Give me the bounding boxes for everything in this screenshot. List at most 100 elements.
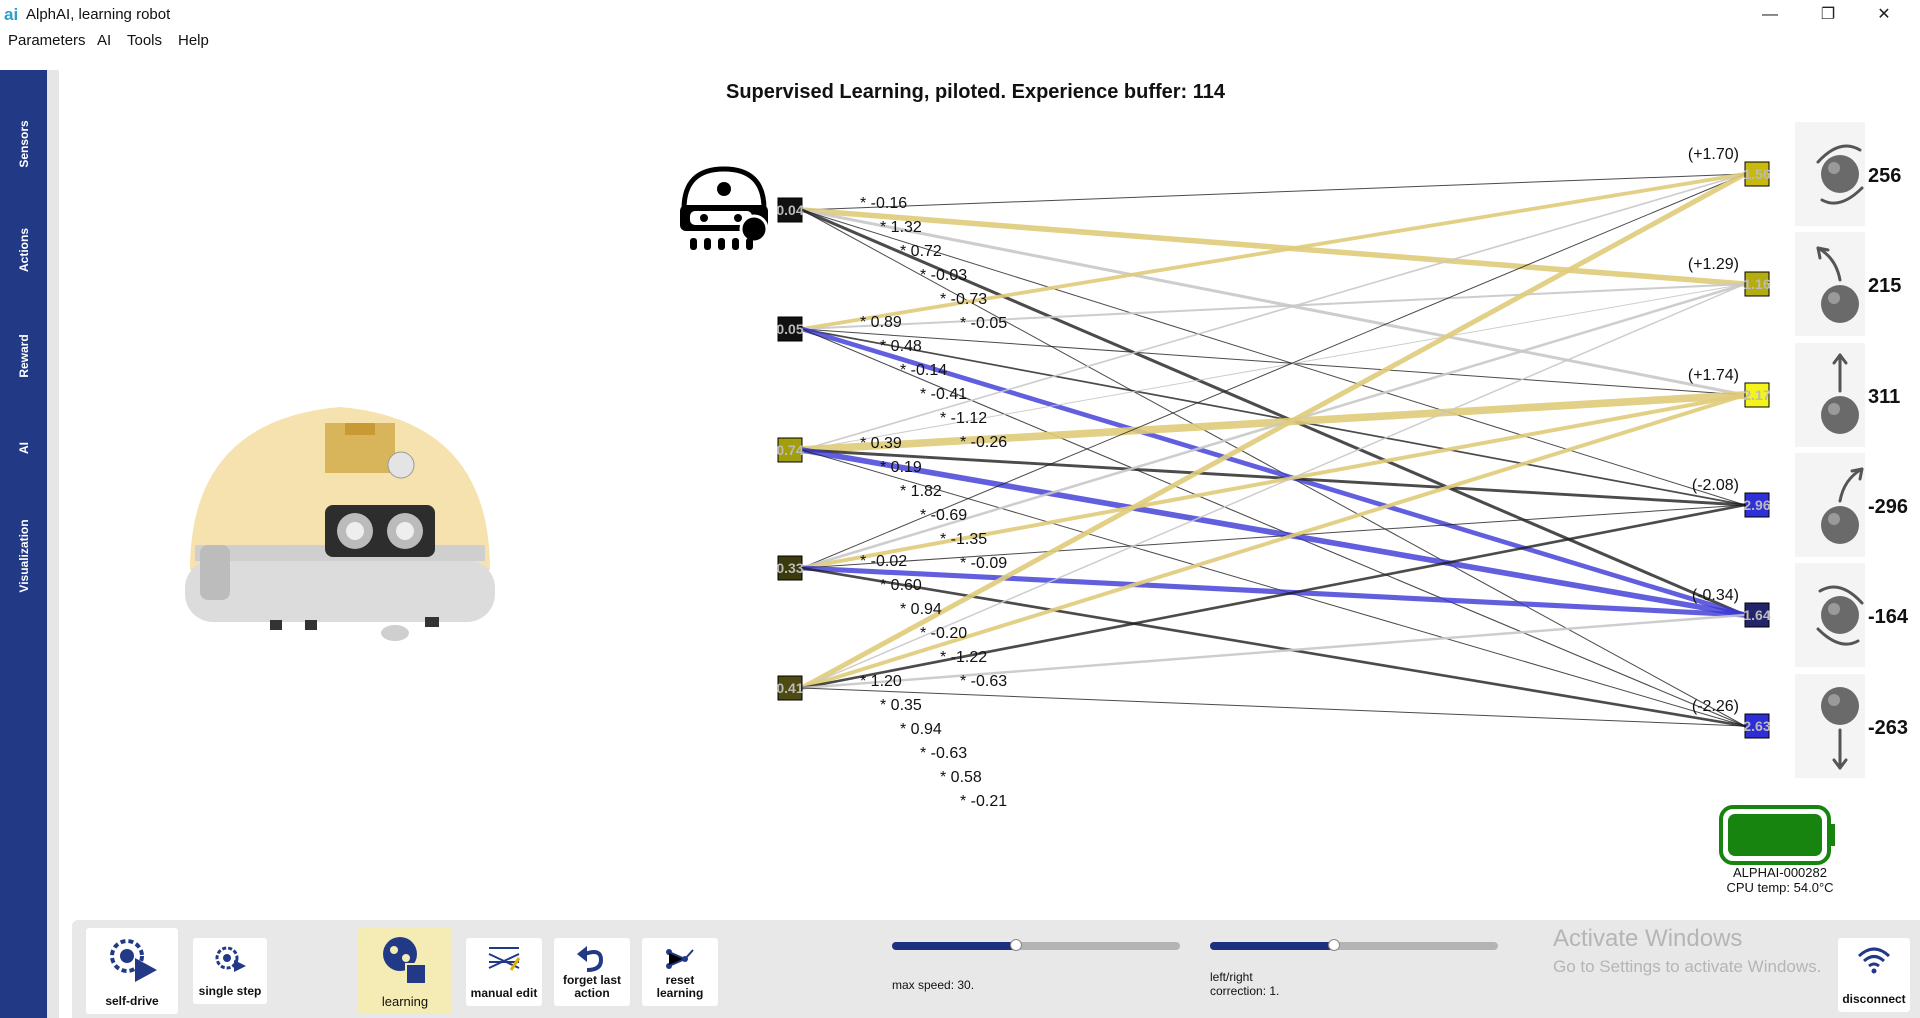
correction-slider[interactable] [1210,942,1498,950]
output-neuron-value: 1.16 [1743,276,1770,292]
single-step-button[interactable]: single step [193,938,267,1004]
weight-label: * 0.72 [900,243,942,260]
weight-label: * -0.09 [960,555,1007,572]
manual-edit-label: manual edit [466,987,542,1000]
reset-learning-label: reset learning [642,974,718,1000]
learning-button[interactable]: learning [358,928,452,1014]
weight-label: * 1.32 [880,219,922,236]
self-drive-button[interactable]: self-drive [86,928,178,1014]
weight-label: * -0.21 [960,793,1007,810]
weight-label: * -1.12 [940,410,987,427]
slider-fill [892,942,1016,950]
reset-learning-button[interactable]: reset learning [642,938,718,1006]
slider-handle[interactable] [1010,939,1022,951]
weight-edge [802,210,1745,505]
weight-edge [802,688,1745,726]
output-neuron-value: 1.56 [1743,166,1770,182]
output-neuron-value: 2.17 [1743,387,1770,403]
undo-icon [575,944,609,974]
single-step-label: single step [193,985,267,998]
weight-label: * -1.35 [940,531,987,548]
weight-label: * -0.41 [920,386,967,403]
weight-label: * 1.82 [900,483,942,500]
weight-label: * 0.60 [880,577,922,594]
weight-label: * -0.03 [920,267,967,284]
input-neuron-value: 0.04 [776,202,803,218]
learning-brain-icon [378,934,432,986]
q-value: -296 [1868,496,1908,518]
weight-label: * 0.89 [860,314,902,331]
output-bias: (-0.34) [1692,587,1739,604]
weight-label: * 0.35 [880,697,922,714]
weight-label: * 0.94 [900,721,942,738]
action-panel[interactable] [1795,674,1865,778]
q-value: 311 [1868,386,1900,408]
output-neuron-value: 2.63 [1743,718,1770,734]
forget-last-action-label: forget last action [554,974,630,1000]
robot-sensor-icon [680,169,768,250]
output-neuron-value: 1.64 [1743,607,1770,623]
action-panel[interactable] [1795,232,1865,336]
correction-label: left/right correction: 1. [1210,970,1300,998]
input-neuron-value: 0.05 [776,321,803,337]
slider-fill [1210,942,1334,950]
action-panel[interactable] [1795,343,1865,447]
weight-label: * -0.63 [960,673,1007,690]
device-name: ALPHAI-000282 [1700,865,1860,880]
weight-label: * -0.20 [920,625,967,642]
weight-label: * -0.16 [860,195,907,212]
output-neuron-value: 2.96 [1743,497,1770,513]
output-bias: (+1.29) [1688,256,1739,273]
slider-handle[interactable] [1328,939,1340,951]
output-bias: (-2.08) [1692,477,1739,494]
weight-label: * -0.02 [860,553,907,570]
weight-label: * 0.19 [880,459,922,476]
output-bias: (+1.74) [1688,367,1739,384]
disconnect-label: disconnect [1838,993,1910,1006]
weight-label: * -0.73 [940,291,987,308]
max-speed-slider[interactable] [892,942,1180,950]
device-info: ALPHAI-000282 CPU temp: 54.0°C [1700,865,1860,895]
forget-last-action-button[interactable]: forget last action [554,938,630,1006]
weight-edge [802,174,1745,210]
weight-label: * 1.20 [860,673,902,690]
weight-label: * -1.22 [940,649,987,666]
activation-subtitle: Go to Settings to activate Windows. [1553,957,1821,977]
weight-edges [802,174,1745,726]
weight-label: * -0.69 [920,507,967,524]
weight-edge [802,174,1745,450]
q-value: -164 [1868,606,1909,628]
input-neuron-value: 0.33 [776,560,803,576]
self-drive-label: self-drive [86,995,178,1008]
weight-label: * -0.05 [960,315,1007,332]
activation-title: Activate Windows [1553,925,1821,953]
weight-label: * 0.39 [860,435,902,452]
output-bias: (-2.26) [1692,698,1739,715]
weight-label: * -0.14 [900,362,947,379]
q-value: 256 [1868,165,1901,187]
weight-label: * -0.63 [920,745,967,762]
output-bias: (+1.70) [1688,146,1739,163]
manual-edit-button[interactable]: manual edit [466,938,542,1006]
max-speed-label: max speed: 30. [892,978,974,992]
windows-activation-watermark: Activate Windows Go to Settings to activ… [1553,925,1821,977]
reset-network-icon [663,944,697,974]
weight-label: * 0.48 [880,338,922,355]
single-step-icon [212,944,248,976]
action-panel[interactable] [1795,453,1865,557]
q-value: 215 [1868,275,1901,297]
weight-label: * -0.26 [960,434,1007,451]
disconnect-button[interactable]: disconnect [1838,938,1910,1012]
cpu-temp: CPU temp: 54.0°C [1700,880,1860,895]
weight-label: * 0.58 [940,769,982,786]
learning-label: learning [358,995,452,1008]
q-value: -263 [1868,717,1908,739]
weight-label: * 0.94 [900,601,942,618]
input-neuron-value: 0.41 [776,680,803,696]
manual-edit-icon [487,944,521,974]
input-neuron-value: 0.74 [776,442,803,458]
wifi-icon [1856,944,1892,974]
self-drive-icon [105,934,159,982]
battery-icon [1718,804,1838,866]
